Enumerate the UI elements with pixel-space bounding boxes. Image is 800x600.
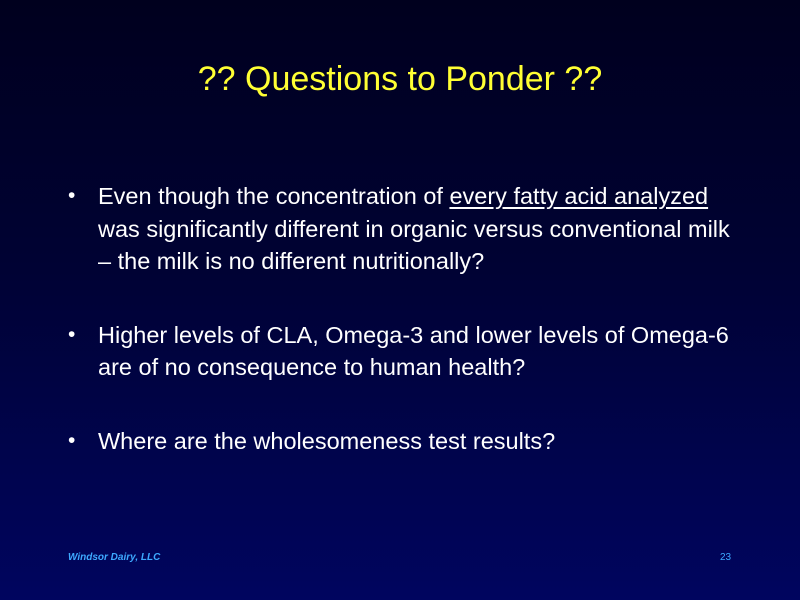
bullet-marker: • — [68, 184, 76, 207]
bullet-item-fatty-acids: • Even though the concentration of every… — [0, 180, 738, 278]
bullet-text-part: was significantly different in organic v… — [98, 215, 730, 275]
bullet-text: Where are the wholesomeness test results… — [98, 427, 556, 454]
bullet-marker: • — [68, 322, 76, 346]
bullet-list: • Even though the concentration of every… — [0, 180, 800, 457]
bullet-item-omega: • Higher levels of CLA, Omega-3 and lowe… — [0, 319, 738, 384]
footer-company: Windsor Dairy, LLC — [68, 552, 161, 563]
bullet-marker: • — [68, 428, 76, 452]
bullet-text-part: Even though the concentration of — [98, 183, 450, 209]
bullet-text: Higher levels of CLA, Omega-3 and lower … — [98, 321, 729, 381]
slide-number: 23 — [720, 552, 732, 563]
underlined-phrase: every fatty acid analyzed — [449, 183, 709, 209]
slide-title: ?? Questions to Ponder ?? — [197, 60, 603, 98]
bullet-item-wholesomeness: • Where are the wholesomeness test resul… — [0, 425, 738, 458]
